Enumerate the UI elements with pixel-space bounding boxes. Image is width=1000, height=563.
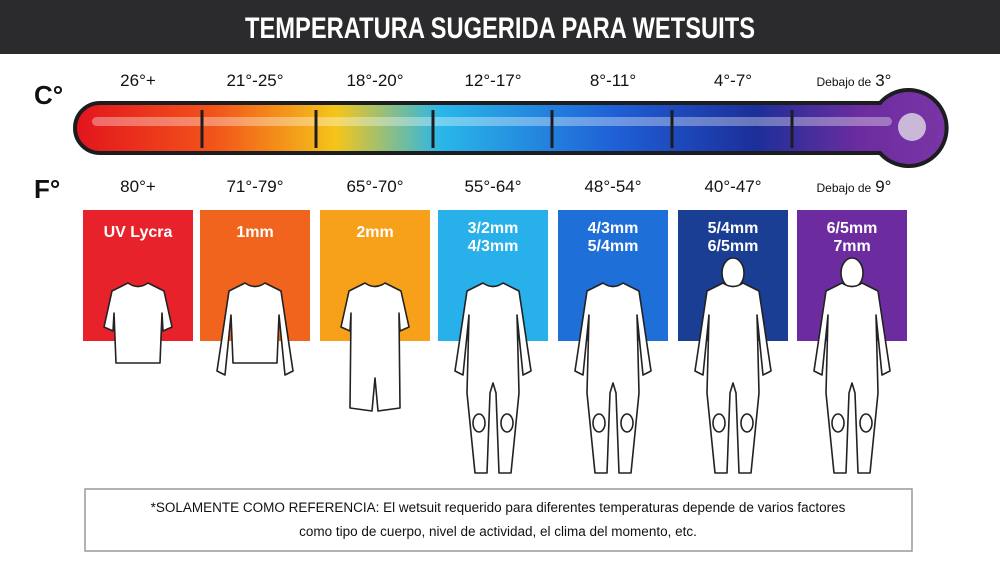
- wetsuit-figure: [694, 282, 772, 474]
- fahrenheit-label: 65°-70°: [346, 177, 403, 196]
- suit-label: 4/3mm: [588, 220, 639, 237]
- knee-pad: [620, 413, 634, 433]
- prefix: Debajo de: [817, 181, 872, 195]
- prefix: Debajo de: [817, 75, 872, 89]
- suit-label: 4/3mm: [468, 238, 519, 255]
- thermometer-dividers: [200, 110, 794, 148]
- knee-pad: [500, 413, 514, 433]
- knee-pad: [592, 413, 606, 433]
- suit-label: 6/5mm: [708, 238, 759, 255]
- suit-label: 5/4mm: [708, 220, 759, 237]
- wetsuit-figure: [216, 282, 294, 376]
- fahrenheit-label: 55°-64°: [464, 177, 521, 196]
- fahrenheit-label: 48°-54°: [584, 177, 641, 196]
- celsius-label: Debajo de 3°: [817, 71, 892, 90]
- wetsuit-figure: [574, 282, 652, 474]
- note-line: como tipo de cuerpo, nivel de actividad,…: [299, 524, 697, 539]
- celsius-label: 21°-25°: [226, 71, 283, 90]
- thermometer: [73, 88, 949, 168]
- suit-label: 1mm: [236, 224, 273, 241]
- knee-pad: [712, 413, 726, 433]
- knee-pad: [831, 413, 845, 433]
- suit-label: 7mm: [833, 238, 870, 255]
- knee-pad: [859, 413, 873, 433]
- fahrenheit-label: 40°-47°: [704, 177, 761, 196]
- fahrenheit-label: 71°-79°: [226, 177, 283, 196]
- header-bar: [0, 0, 1000, 54]
- celsius-unit: C°: [34, 80, 63, 110]
- note-box: [84, 488, 913, 552]
- celsius-label: 18°-20°: [346, 71, 403, 90]
- wetsuit-figure: [813, 282, 891, 474]
- fahrenheit-label: Debajo de 9°: [817, 177, 892, 196]
- value: 3°: [875, 71, 891, 90]
- suit-label: 5/4mm: [588, 238, 639, 255]
- wetsuit-figure: [103, 282, 173, 364]
- value: 9°: [875, 177, 891, 196]
- knee-pad: [472, 413, 486, 433]
- title: TEMPERATURA SUGERIDA PARA WETSUITS: [245, 12, 755, 45]
- fahrenheit-label: 80°+: [120, 177, 156, 196]
- fahrenheit-unit: F°: [34, 174, 60, 204]
- knee-pad: [740, 413, 754, 433]
- celsius-label: 26°+: [120, 71, 156, 90]
- hood: [840, 257, 864, 289]
- suit-label: 6/5mm: [827, 220, 878, 237]
- note-line: *SOLAMENTE COMO REFERENCIA: El wetsuit r…: [151, 500, 846, 515]
- suit-label: UV Lycra: [104, 224, 173, 241]
- suit-label: 3/2mm: [468, 220, 519, 237]
- celsius-label: 8°-11°: [590, 71, 636, 90]
- wetsuit-figure: [340, 282, 410, 412]
- celsius-label: 4°-7°: [714, 71, 752, 90]
- wetsuit-figure: [454, 282, 532, 474]
- columns: 26°+ 80°+ UV Lycra 21°-25° 71°-79° 1mm 18°-20°…: [83, 71, 907, 474]
- celsius-label: 12°-17°: [464, 71, 521, 90]
- hood: [721, 257, 745, 289]
- suit-label: 2mm: [356, 224, 393, 241]
